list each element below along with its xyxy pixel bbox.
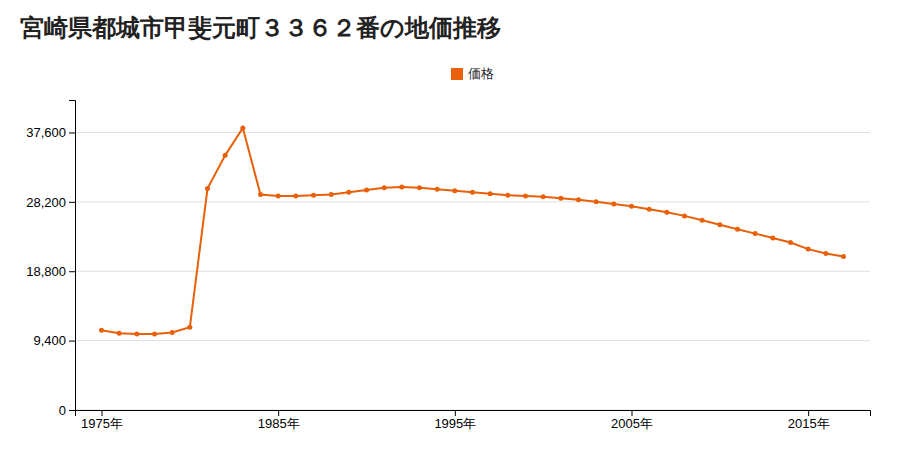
point bbox=[753, 231, 758, 236]
point bbox=[435, 187, 440, 192]
point bbox=[399, 185, 404, 190]
point bbox=[470, 190, 475, 195]
y-axis: 0 9,400 18,800 28,200 37,600 bbox=[26, 101, 75, 418]
point bbox=[258, 192, 263, 197]
point bbox=[276, 193, 281, 198]
tick: 2015年 bbox=[788, 410, 830, 431]
point bbox=[700, 218, 705, 223]
point bbox=[311, 193, 316, 198]
tick-label: 18,800 bbox=[26, 264, 66, 279]
point bbox=[382, 185, 387, 190]
point bbox=[611, 202, 616, 207]
legend-item: 価格 bbox=[451, 66, 494, 81]
tick-label: 1985年 bbox=[258, 416, 300, 431]
tick-mark bbox=[278, 410, 279, 416]
point bbox=[187, 325, 192, 330]
tick-mark bbox=[102, 410, 103, 416]
grid-line bbox=[75, 132, 870, 133]
line bbox=[102, 128, 844, 334]
tick-mark bbox=[69, 202, 75, 203]
point bbox=[647, 207, 652, 212]
tick-mark bbox=[69, 410, 75, 411]
tick: 28,200 bbox=[26, 195, 75, 210]
legend-label: 価格 bbox=[468, 66, 494, 81]
tick-mark bbox=[69, 341, 75, 342]
point bbox=[452, 188, 457, 193]
x-axis: 1975年 1985年 1995年 2005年 2015年 bbox=[76, 410, 871, 431]
point bbox=[329, 192, 334, 197]
plot: 1975年 1985年 1995年 2005年 2015年 0 9,400 18,800 28,… bbox=[26, 101, 870, 432]
point bbox=[134, 331, 139, 336]
tick: 9,400 bbox=[33, 333, 75, 348]
point bbox=[629, 204, 634, 209]
point bbox=[594, 199, 599, 204]
point bbox=[664, 210, 669, 215]
point bbox=[788, 240, 793, 245]
point bbox=[170, 330, 175, 335]
axis-line bbox=[69, 101, 76, 411]
grid-line bbox=[75, 271, 870, 272]
tick-mark bbox=[808, 410, 809, 416]
grid bbox=[75, 132, 870, 410]
point bbox=[205, 186, 210, 191]
point bbox=[770, 236, 775, 241]
tick: 37,600 bbox=[26, 125, 75, 140]
point bbox=[558, 196, 563, 201]
point bbox=[523, 193, 528, 198]
tick: 18,800 bbox=[26, 264, 75, 279]
tick-label: 2015年 bbox=[788, 416, 830, 431]
tick-label: 0 bbox=[59, 403, 66, 418]
tick: 2005年 bbox=[611, 410, 653, 431]
tick-label: 2005年 bbox=[611, 416, 653, 431]
tick-mark bbox=[69, 132, 75, 133]
point bbox=[293, 193, 298, 198]
tick-label: 28,200 bbox=[26, 195, 66, 210]
point bbox=[682, 213, 687, 218]
tick-label: 37,600 bbox=[26, 125, 66, 140]
title: 宮崎県都城市甲斐元町３３６２番の地価推移 bbox=[20, 14, 501, 42]
point bbox=[841, 254, 846, 259]
point bbox=[417, 185, 422, 190]
tick: 1995年 bbox=[434, 410, 476, 431]
tick-mark bbox=[455, 410, 456, 416]
tick-mark bbox=[632, 410, 633, 416]
axis-line bbox=[76, 411, 871, 417]
tick-label: 1975年 bbox=[81, 416, 123, 431]
grid-line bbox=[75, 340, 870, 341]
tick: 0 bbox=[59, 403, 75, 418]
tick-label: 1995年 bbox=[434, 416, 476, 431]
point bbox=[346, 190, 351, 195]
point bbox=[152, 331, 157, 336]
point bbox=[488, 191, 493, 196]
point bbox=[99, 328, 104, 333]
point bbox=[735, 227, 740, 232]
tick: 1985年 bbox=[258, 410, 300, 431]
point bbox=[823, 251, 828, 256]
point bbox=[717, 222, 722, 227]
point bbox=[576, 197, 581, 202]
point bbox=[117, 331, 122, 336]
tick: 1975年 bbox=[81, 410, 123, 431]
grid-line bbox=[75, 201, 870, 202]
tick-label: 9,400 bbox=[33, 333, 66, 348]
legend: 価格 bbox=[451, 66, 494, 81]
point bbox=[240, 126, 245, 131]
tick-mark bbox=[69, 271, 75, 272]
point bbox=[505, 193, 510, 198]
chart-container: 宮崎県都城市甲斐元町３３６２番の地価推移 1975年 1985年 1995年 2005年… bbox=[0, 0, 900, 450]
marks bbox=[99, 126, 846, 337]
chart: 宮崎県都城市甲斐元町３３６２番の地価推移 1975年 1985年 1995年 2005年… bbox=[0, 0, 900, 450]
legend-swatch bbox=[451, 68, 463, 80]
point bbox=[806, 247, 811, 252]
point bbox=[364, 188, 369, 193]
point bbox=[541, 194, 546, 199]
point bbox=[223, 153, 228, 158]
